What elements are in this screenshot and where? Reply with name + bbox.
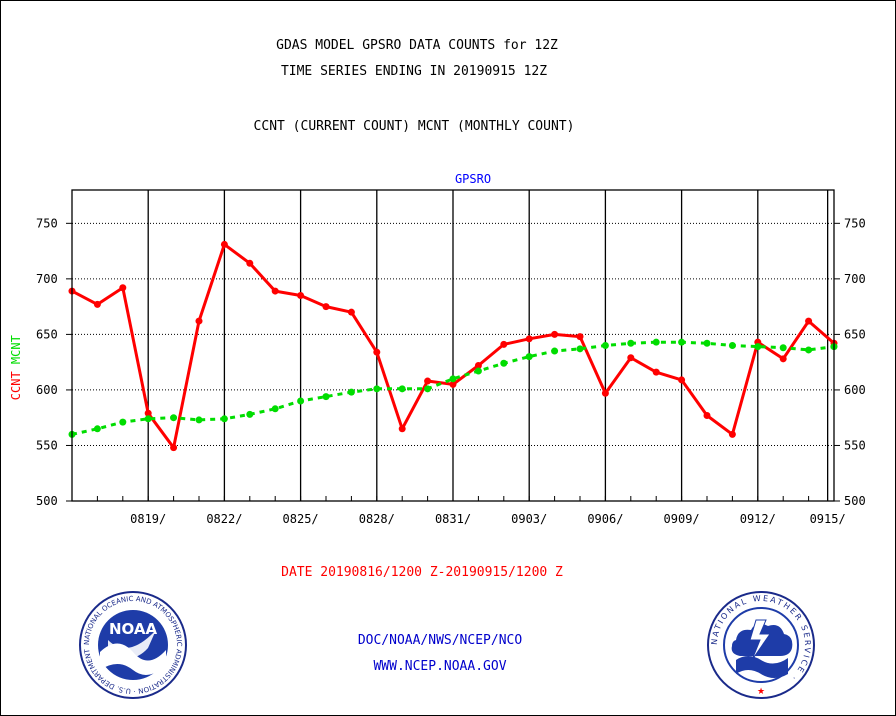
data-point-mcnt	[754, 343, 762, 351]
ytick-label-left: 600	[36, 383, 58, 397]
data-point-ccnt	[297, 292, 305, 300]
data-point-ccnt	[576, 333, 584, 341]
org-label: DOC/NOAA/NWS/NCEP/NCO	[357, 633, 523, 648]
data-point-ccnt	[119, 284, 127, 292]
data-point-mcnt	[728, 342, 736, 349]
data-point-ccnt	[500, 340, 508, 348]
data-point-ccnt	[144, 409, 152, 417]
xtick-label: 0906/	[587, 512, 623, 526]
data-point-mcnt	[652, 338, 660, 346]
ytick-label-left: 500	[36, 494, 58, 508]
data-point-mcnt	[500, 359, 508, 367]
ytick-label-right: 750	[844, 216, 866, 230]
data-point-ccnt	[424, 377, 432, 385]
data-point-mcnt	[271, 405, 279, 413]
data-point-mcnt	[474, 367, 482, 375]
chart-subtitle: CCNT (CURRENT COUNT) MCNT (MONTHLY COUNT…	[253, 119, 575, 134]
date-range-label: DATE 20190816/1200 Z-20190915/1200 Z	[281, 565, 563, 580]
data-point-ccnt	[728, 430, 736, 438]
data-point-mcnt	[398, 385, 406, 393]
xtick-label: 0909/	[664, 512, 700, 526]
data-point-mcnt	[322, 393, 330, 401]
data-point-ccnt	[525, 335, 533, 343]
data-point-mcnt	[347, 388, 355, 396]
data-point-mcnt	[220, 415, 228, 423]
data-point-ccnt	[246, 259, 254, 267]
ytick-label-right: 700	[844, 272, 866, 286]
data-point-ccnt	[805, 317, 813, 325]
data-point-ccnt	[551, 330, 559, 338]
data-point-ccnt	[474, 361, 482, 369]
data-point-mcnt	[246, 410, 254, 418]
data-point-mcnt	[170, 414, 178, 422]
ytick-label-left: 550	[36, 438, 58, 452]
noaa-logo-text: NOAA	[109, 620, 158, 638]
noaa-logo: NATIONAL OCEANIC AND ATMOSPHERIC ADMINIS…	[78, 590, 187, 699]
data-point-ccnt	[93, 300, 101, 308]
ytick-label-right: 500	[844, 494, 866, 508]
data-point-mcnt	[424, 385, 432, 393]
xtick-label: 0831/	[435, 512, 471, 526]
data-point-ccnt	[449, 380, 457, 388]
data-point-mcnt	[144, 415, 152, 423]
data-point-mcnt	[373, 385, 381, 393]
data-point-ccnt	[398, 425, 406, 433]
xtick-label: 0828/	[359, 512, 395, 526]
nws-logo: NATIONAL WEATHER SERVICE · ★	[707, 591, 815, 699]
data-point-mcnt	[297, 397, 305, 405]
data-point-ccnt	[347, 308, 355, 316]
xtick-label: 0825/	[283, 512, 319, 526]
data-point-mcnt	[525, 353, 533, 361]
data-point-mcnt	[195, 416, 203, 424]
data-point-ccnt	[779, 355, 787, 363]
data-point-mcnt	[119, 418, 127, 426]
panel-title: GPSRO	[455, 172, 491, 186]
xtick-label: 0819/	[130, 512, 166, 526]
data-point-mcnt	[678, 338, 686, 346]
ytick-label-right: 650	[844, 327, 866, 341]
svg-text:★: ★	[757, 687, 765, 697]
y-axis-label: CCNT MCNT	[9, 335, 23, 400]
xtick-label: 0915/	[810, 512, 846, 526]
data-point-mcnt	[805, 346, 813, 354]
data-point-ccnt	[627, 354, 635, 362]
ytick-label-left: 650	[36, 327, 58, 341]
data-point-ccnt	[322, 303, 330, 311]
data-point-ccnt	[195, 317, 203, 325]
data-point-ccnt	[652, 368, 660, 376]
data-point-ccnt	[601, 389, 609, 397]
ytick-label-right: 600	[844, 383, 866, 397]
data-point-mcnt	[779, 344, 787, 352]
chart-title-line1: GDAS MODEL GPSRO DATA COUNTS for 12Z	[276, 38, 558, 53]
data-point-mcnt	[551, 347, 559, 355]
data-point-mcnt	[703, 339, 711, 347]
ytick-label-right: 550	[844, 438, 866, 452]
data-point-ccnt	[271, 287, 279, 295]
data-point-ccnt	[703, 411, 711, 419]
data-point-mcnt	[627, 339, 635, 347]
data-point-ccnt	[170, 444, 178, 452]
xtick-label: 0822/	[206, 512, 242, 526]
data-point-ccnt	[678, 376, 686, 384]
data-point-ccnt	[220, 240, 228, 248]
data-point-mcnt	[449, 375, 457, 383]
data-point-mcnt	[93, 425, 101, 433]
data-point-mcnt	[576, 345, 584, 353]
xtick-label: 0912/	[740, 512, 776, 526]
ytick-label-left: 700	[36, 272, 58, 286]
ytick-label-left: 750	[36, 216, 58, 230]
plot-border	[71, 189, 835, 502]
data-point-ccnt	[373, 348, 381, 356]
url-label[interactable]: WWW.NCEP.NOAA.GOV	[373, 659, 507, 674]
xtick-label: 0903/	[511, 512, 547, 526]
chart-title-line2: TIME SERIES ENDING IN 20190915 12Z	[280, 64, 548, 79]
y-axis-label-mcnt: MCNT	[9, 335, 23, 364]
data-point-mcnt	[601, 342, 609, 349]
y-axis-label-ccnt: CCNT	[9, 364, 23, 400]
